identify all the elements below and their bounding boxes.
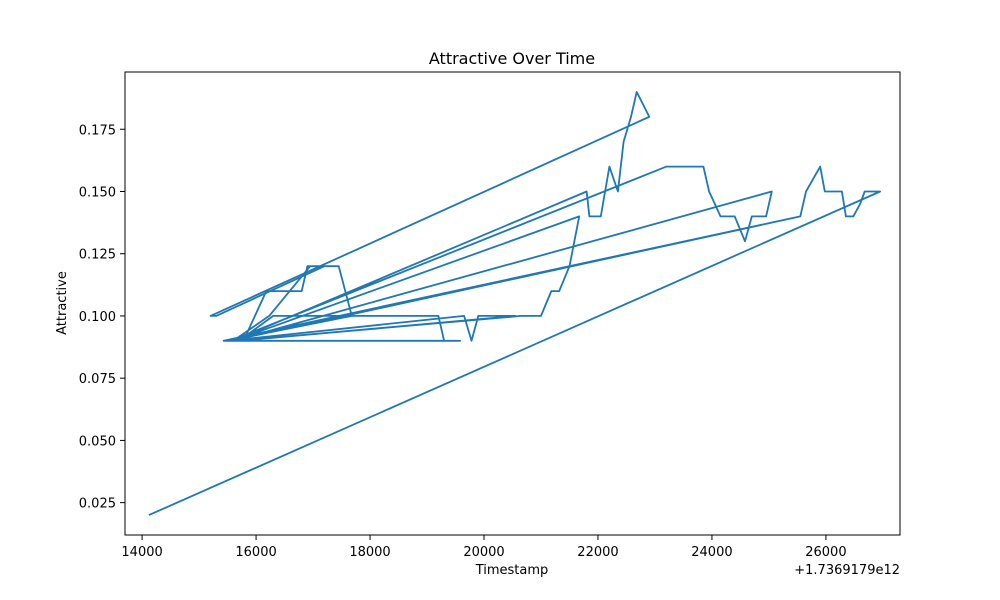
series-group bbox=[148, 91, 881, 516]
y-tick-label: 0.050 bbox=[79, 434, 116, 449]
x-tick-label: 20000 bbox=[463, 545, 504, 560]
y-axis-ticks: 0.025 0.050 0.075 0.100 0.125 0.150 0.175 bbox=[79, 123, 125, 512]
x-tick-label: 16000 bbox=[235, 545, 276, 560]
x-axis-label: Timestamp bbox=[475, 563, 549, 578]
x-tick-label: 26000 bbox=[805, 545, 846, 560]
series-line bbox=[148, 91, 881, 516]
y-tick-label: 0.100 bbox=[79, 310, 116, 325]
x-tick-label: 18000 bbox=[349, 545, 390, 560]
x-tick-label: 22000 bbox=[577, 545, 618, 560]
x-axis-ticks: 14000 16000 18000 20000 22000 24000 26000 bbox=[121, 535, 847, 560]
y-tick-label: 0.125 bbox=[79, 248, 116, 263]
plot-area-frame bbox=[124, 71, 901, 536]
x-tick-label: 24000 bbox=[691, 545, 732, 560]
y-axis-label: Attractive bbox=[55, 271, 70, 335]
y-tick-label: 0.025 bbox=[79, 497, 116, 512]
y-tick-label: 0.150 bbox=[79, 185, 116, 200]
y-tick-label: 0.075 bbox=[79, 372, 116, 387]
y-tick-label: 0.175 bbox=[79, 123, 116, 138]
x-tick-label: 14000 bbox=[121, 545, 162, 560]
chart-title: Attractive Over Time bbox=[429, 49, 595, 68]
x-axis-offset-label: +1.7369179e12 bbox=[794, 563, 900, 578]
